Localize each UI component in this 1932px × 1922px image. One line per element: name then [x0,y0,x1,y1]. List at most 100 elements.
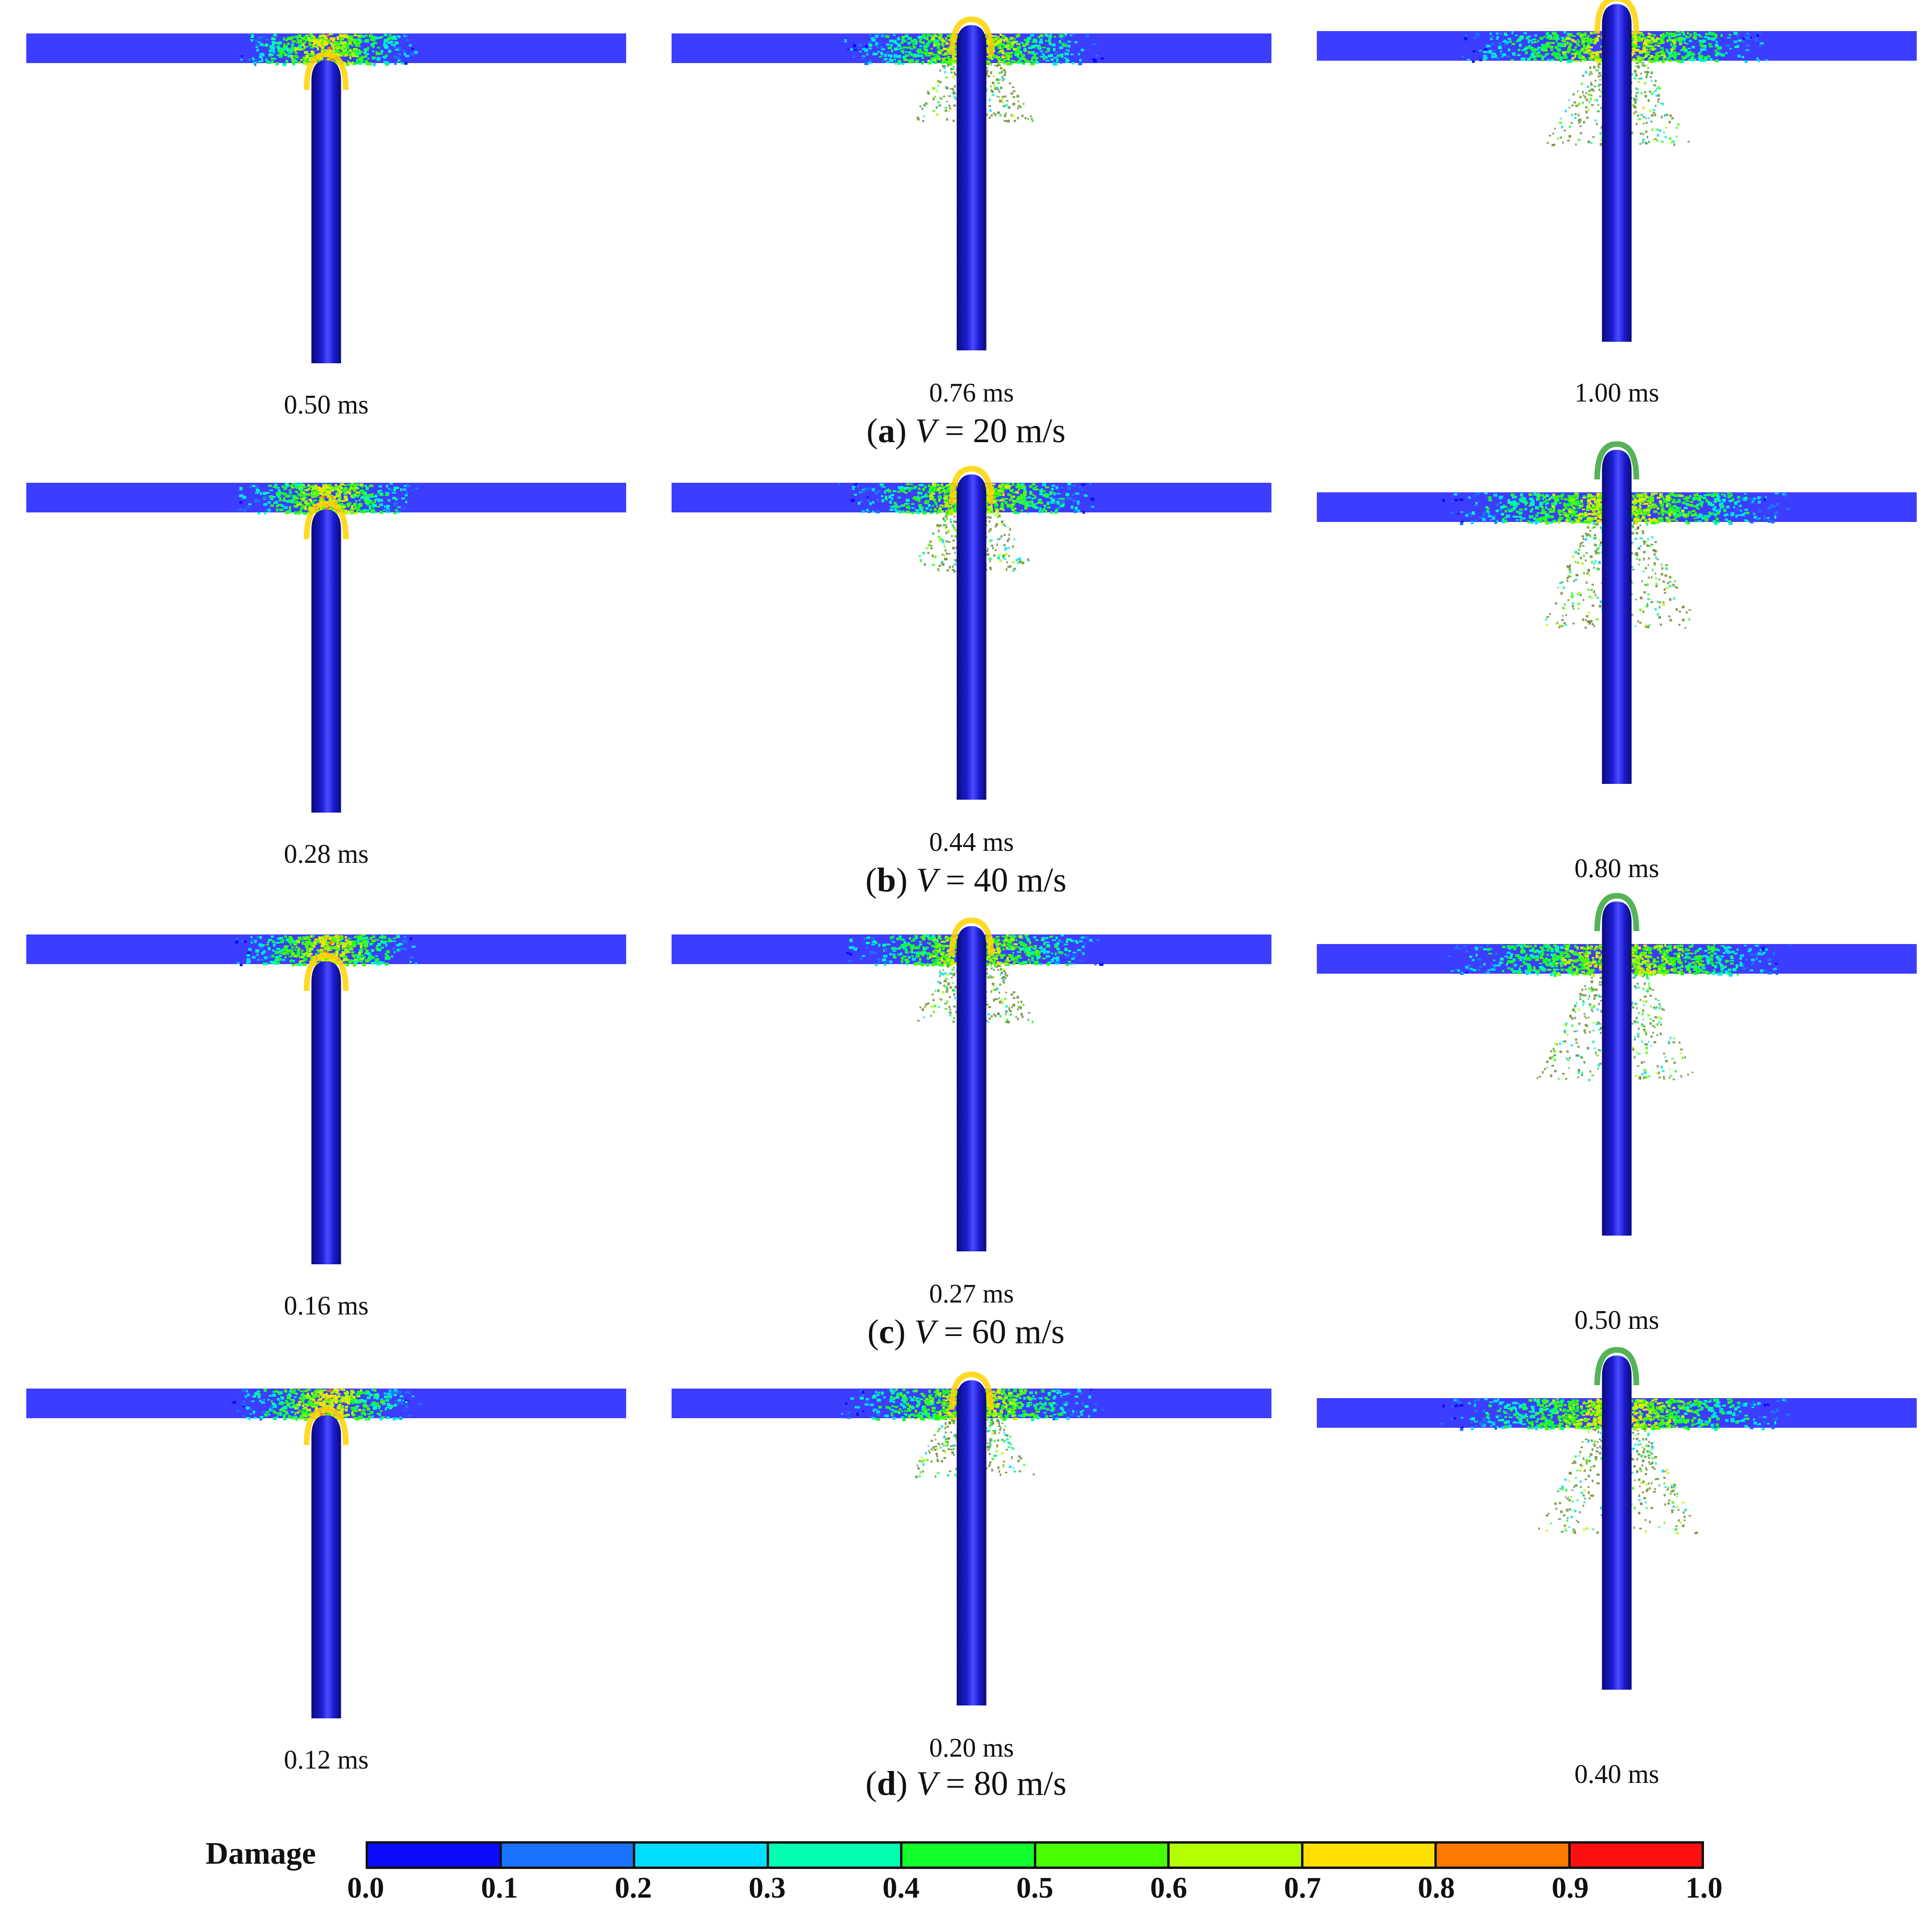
projectile [1602,1356,1632,1690]
projectile [311,510,341,813]
caption-value: = 80 m/s [937,1764,1067,1803]
simulation-frame [26,29,626,392]
legend-tick-label: 0.4 [882,1872,920,1904]
simulation-frame [672,917,1271,1293]
time-label: 0.50 ms [1574,1305,1660,1335]
caption-value: = 60 m/s [935,1313,1065,1351]
debris-cone [1546,62,1690,147]
caption-value: = 40 m/s [937,861,1067,899]
projectile [311,60,341,363]
legend-swatch [1303,1844,1437,1867]
simulation-frame [26,1384,626,1747]
penetration-render [1317,0,1917,342]
penetration-render [672,466,1271,800]
impact-ring [304,1406,349,1445]
simulation-frame [672,1371,1271,1747]
projectile [956,25,987,350]
caption-letter: a [878,412,895,450]
damage-color-bar [366,1841,1704,1869]
projectile [1602,901,1632,1236]
legend-swatch [368,1844,502,1867]
impact-ring [1594,1346,1639,1386]
projectile [1602,450,1632,784]
caption-letter: c [879,1313,894,1351]
legend-swatch [902,1844,1036,1867]
legend-swatch [501,1844,635,1867]
impact-ring [949,16,994,55]
impact-ring [949,1371,994,1410]
time-label: 0.16 ms [283,1291,369,1321]
legend-swatch [635,1844,769,1867]
row-caption: (c) V = 60 m/s [867,1313,1065,1351]
caption-letter: d [877,1764,896,1803]
row-caption: (d) V = 80 m/s [865,1764,1067,1803]
penetration-render [672,917,1271,1251]
penetration-render [672,16,1271,350]
projectile [311,1415,341,1718]
legend-swatch [1437,1844,1571,1867]
simulation-frame [1317,1346,1917,1747]
caption-letter: b [877,861,896,899]
time-label: 0.80 ms [1574,854,1660,883]
penetration-render [26,33,626,363]
caption-variable: V [916,861,937,899]
legend-tick-label: 0.8 [1418,1872,1455,1904]
impact-ring [1594,0,1639,34]
projectile [956,926,987,1251]
legend-swatch [1036,1844,1170,1867]
legend-tick-label: 0.5 [1016,1872,1053,1904]
debris-cone [916,63,1034,123]
impact-ring [304,500,349,540]
penetration-render [1317,441,1917,784]
simulation-frame [1317,0,1917,392]
time-label: 0.40 ms [1574,1759,1660,1789]
caption-variable: V [916,1764,937,1803]
penetration-render [1317,892,1917,1236]
legend-tick-label: 0.3 [749,1872,786,1904]
simulation-frame [26,930,626,1293]
simulation-frame [1317,441,1917,841]
impact-ring [304,51,349,90]
legend-title: Damage [206,1836,316,1871]
simulation-frame [672,466,1271,841]
damage-zone [238,483,419,515]
caption-value: = 20 m/s [936,412,1066,450]
time-label: 0.44 ms [929,827,1014,857]
time-label: 0.27 ms [929,1279,1014,1309]
impact-ring [949,466,994,504]
penetration-render [672,1371,1271,1705]
time-label: 0.28 ms [283,839,369,869]
legend-tick-label: 0.0 [347,1872,384,1904]
legend-tick-label: 1.0 [1685,1872,1723,1904]
simulation-frame [26,478,626,841]
row-caption: (b) V = 40 m/s [865,861,1067,899]
legend-swatch [1170,1844,1303,1867]
projectile [1602,4,1632,342]
penetration-render [26,1389,626,1718]
impact-ring [949,917,994,956]
simulation-frame [1317,892,1917,1293]
impact-ring [1594,441,1639,480]
projectile [956,474,987,800]
penetration-render [1317,1346,1917,1690]
legend-tick-label: 0.6 [1150,1872,1187,1904]
time-label: 0.12 ms [283,1745,369,1775]
row-caption: (a) V = 20 m/s [866,412,1066,450]
legend-tick-label: 0.9 [1552,1872,1589,1904]
time-label: 0.50 ms [283,390,369,420]
time-label: 1.00 ms [1574,378,1660,408]
impact-ring [304,952,349,991]
penetration-render [26,934,626,1264]
legend-tick-label: 0.2 [615,1872,652,1904]
projectile [956,1380,987,1705]
legend-swatch [1570,1844,1702,1867]
impact-ring [1594,892,1639,932]
time-label: 0.76 ms [929,378,1014,408]
caption-variable: V [914,1313,935,1351]
simulation-frame [672,16,1271,392]
caption-variable: V [915,412,936,450]
legend-tick-label: 0.7 [1284,1872,1321,1904]
projectile [311,961,341,1264]
penetration-render [26,483,626,813]
